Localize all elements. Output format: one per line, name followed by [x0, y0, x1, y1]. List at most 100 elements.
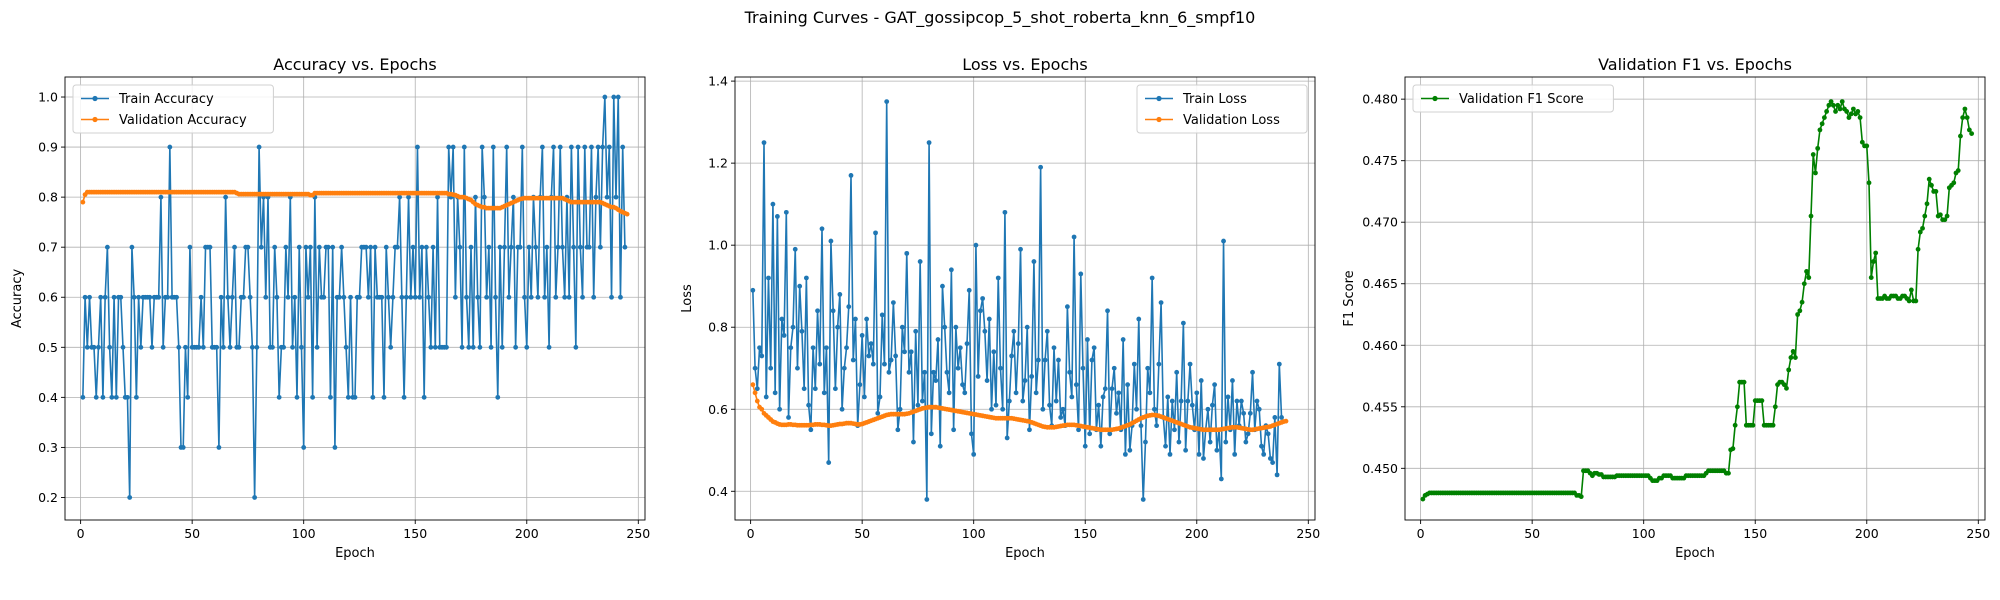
data-point — [1788, 355, 1794, 360]
data-point — [882, 361, 887, 367]
data-point — [198, 294, 204, 300]
data-point — [109, 394, 115, 400]
data-point — [386, 294, 391, 300]
data-point — [761, 140, 767, 146]
y-tick-label: 0.470 — [1362, 215, 1398, 230]
data-point — [897, 406, 903, 412]
data-point — [555, 244, 561, 250]
data-point — [1140, 497, 1146, 502]
data-point — [1833, 109, 1838, 114]
data-point — [611, 94, 617, 100]
data-point — [810, 345, 816, 351]
data-point — [859, 333, 865, 338]
data-point — [100, 394, 106, 400]
data-point — [468, 244, 474, 250]
data-point — [1238, 398, 1244, 404]
data-point — [127, 495, 133, 500]
figure-suptitle: Training Curves - GAT_gossipcop_5_shot_r… — [744, 8, 1256, 27]
data-point — [1033, 390, 1039, 396]
data-point — [982, 328, 988, 334]
data-point — [332, 445, 338, 450]
legend-label: Validation F1 Score — [1459, 92, 1584, 107]
accuracy-chart: 0 50 100 150 200 250 0.2 0.3 0.4 0.5 0.6 0.7 0.8 0.9 1… — [10, 55, 650, 561]
data-point — [466, 344, 472, 350]
y-tick-label: 0.4 — [38, 390, 58, 405]
data-point — [1915, 246, 1921, 252]
data-point — [1920, 225, 1925, 231]
data-point — [577, 244, 583, 250]
data-point — [597, 244, 603, 250]
data-point — [832, 386, 838, 392]
data-point — [1741, 379, 1747, 385]
data-point — [971, 451, 977, 457]
data-point — [1000, 406, 1006, 412]
data-point — [620, 144, 626, 150]
data-point — [586, 244, 592, 250]
data-point — [1799, 299, 1805, 305]
data-point — [1056, 357, 1061, 363]
data-point — [566, 294, 572, 300]
data-point — [926, 140, 932, 146]
legend-label: Train Accuracy — [118, 92, 214, 107]
data-point — [928, 431, 934, 437]
data-point — [1100, 394, 1106, 400]
data-point — [777, 406, 783, 412]
data-point — [879, 312, 885, 318]
data-point — [1029, 374, 1035, 379]
data-point — [1819, 121, 1825, 127]
data-point — [750, 287, 756, 293]
data-point — [1826, 102, 1832, 108]
data-point — [428, 344, 434, 350]
data-point — [1958, 133, 1963, 139]
x-tick-label: 0 — [1417, 526, 1425, 541]
loss-chart: 0 50 100 150 200 250 0.4 0.6 0.8 1.0 1.2 1.4 Loss vs… — [680, 55, 1320, 561]
data-point — [493, 294, 498, 300]
data-point — [846, 304, 852, 310]
data-point — [158, 194, 164, 200]
y-tick-label: 0.9 — [38, 140, 58, 155]
data-point — [1844, 109, 1850, 114]
data-point — [815, 308, 820, 314]
data-point — [861, 394, 867, 400]
data-point — [336, 294, 342, 300]
legend-swatch-marker — [1432, 95, 1438, 102]
data-point — [1817, 127, 1823, 133]
data-point — [406, 194, 411, 200]
data-point — [1185, 398, 1191, 404]
data-point — [1027, 427, 1032, 433]
x-axis-label: Epoch — [335, 546, 375, 561]
data-point — [1149, 275, 1155, 281]
data-point — [488, 344, 494, 350]
data-point — [107, 344, 113, 350]
x-tick-label: 150 — [403, 526, 427, 541]
data-point — [1790, 349, 1796, 354]
data-point — [136, 294, 142, 300]
data-point — [792, 246, 798, 252]
data-point — [372, 244, 378, 250]
data-point — [535, 294, 541, 300]
data-point — [149, 344, 155, 350]
data-point — [133, 394, 139, 400]
data-point — [573, 344, 579, 350]
y-tick-label: 0.465 — [1362, 276, 1398, 291]
data-point — [499, 344, 505, 350]
data-point — [1031, 259, 1037, 264]
data-point — [423, 244, 429, 250]
data-point — [604, 194, 610, 200]
data-point — [1730, 446, 1736, 452]
data-point — [470, 344, 476, 350]
data-point — [1174, 369, 1180, 375]
data-point — [1804, 269, 1809, 274]
data-point — [84, 344, 90, 350]
data-point — [1076, 427, 1081, 433]
data-point — [1868, 275, 1874, 280]
data-point — [1183, 447, 1189, 453]
data-point — [624, 211, 630, 217]
data-point — [1080, 365, 1086, 371]
data-point — [93, 394, 99, 400]
data-point — [1578, 494, 1584, 500]
data-point — [446, 144, 452, 150]
legend-box — [72, 84, 274, 134]
data-point — [1750, 422, 1756, 428]
data-point — [1966, 127, 1972, 133]
